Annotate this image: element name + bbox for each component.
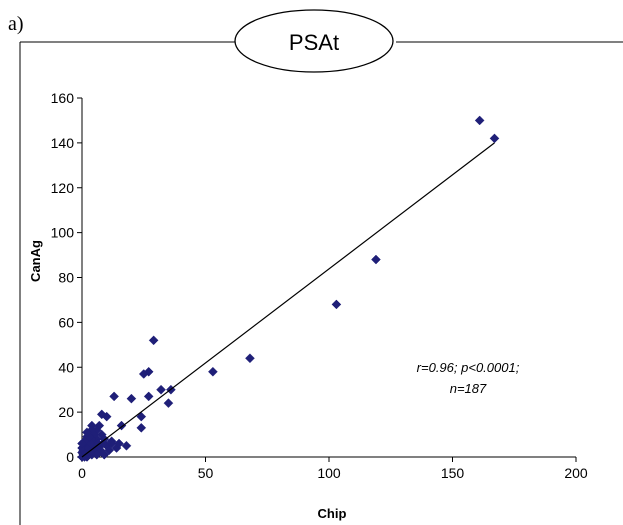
data-point — [114, 438, 124, 449]
y-tick-label: 140 — [51, 135, 75, 151]
y-tick-label: 20 — [58, 404, 74, 420]
data-point — [136, 411, 147, 422]
stats-annotation-line2: n=187 — [450, 381, 487, 396]
title-oval — [234, 9, 394, 73]
data-point — [106, 438, 117, 449]
chart-title: PSAt — [289, 30, 339, 55]
data-point — [82, 427, 92, 438]
data-point — [91, 449, 102, 460]
y-tick-label: 0 — [66, 449, 74, 465]
y-tick-label: 120 — [51, 180, 75, 196]
x-tick-label: 200 — [564, 465, 588, 481]
y-tick-label: 160 — [51, 90, 75, 106]
data-point — [136, 422, 147, 433]
data-point — [138, 369, 149, 379]
data-point — [121, 440, 132, 451]
data-point — [98, 438, 108, 449]
y-tick-label: 100 — [51, 225, 75, 241]
y-tick-label: 60 — [58, 314, 74, 330]
data-points — [77, 115, 500, 462]
data-point — [126, 393, 137, 404]
data-point — [156, 384, 166, 395]
data-point — [99, 449, 110, 460]
data-point — [163, 398, 174, 409]
data-point — [109, 391, 119, 402]
panel-label: a) — [8, 13, 24, 35]
data-point — [489, 133, 500, 144]
x-tick-label: 100 — [317, 465, 341, 481]
x-tick-label: 150 — [441, 465, 465, 481]
data-point — [143, 391, 154, 402]
regression-line — [81, 142, 495, 458]
stats-annotation-line1: r=0.96; p<0.0001; — [417, 360, 520, 375]
x-tick-label: 50 — [198, 465, 214, 481]
y-tick-label: 80 — [58, 270, 74, 286]
data-point — [85, 438, 96, 449]
data-point — [371, 254, 381, 265]
data-point — [96, 409, 107, 420]
x-axis-label: Chip — [318, 506, 347, 521]
data-point — [331, 299, 342, 310]
data-point — [77, 438, 87, 449]
y-axis-label: CanAg — [28, 240, 43, 282]
x-tick-label: 0 — [78, 465, 86, 481]
axis-ticks: 0 20 40 60 80 100 120 140 160 0 50 100 150 200 — [51, 90, 588, 481]
data-point — [148, 335, 159, 346]
data-point — [208, 366, 218, 377]
data-point — [474, 115, 485, 126]
data-point — [245, 353, 255, 364]
y-tick-label: 40 — [58, 359, 74, 375]
